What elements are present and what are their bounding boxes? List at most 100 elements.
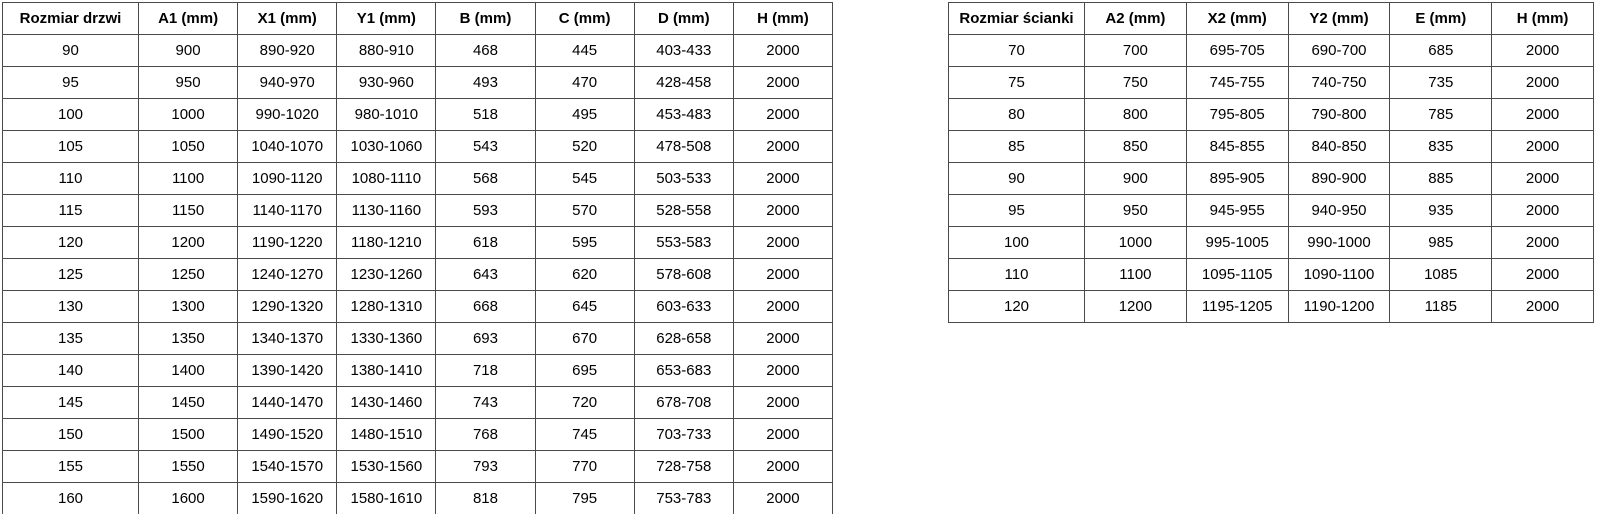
table-cell: 735	[1389, 66, 1493, 99]
table-cell: 2000	[1491, 194, 1594, 227]
table-cell: 2000	[732, 322, 834, 355]
table-cell: 743	[435, 386, 536, 419]
table-cell: 2000	[1491, 66, 1594, 99]
table-cell: 2000	[732, 98, 834, 131]
table-cell: 1240-1270	[237, 258, 338, 291]
column-header: A1 (mm)	[137, 2, 239, 35]
table-cell: 845-855	[1185, 130, 1289, 163]
table-cell: 1180-1210	[336, 226, 437, 259]
table-cell: 685	[1389, 34, 1493, 67]
table-cell: 990-1020	[237, 98, 338, 131]
table-cell: 2000	[1491, 226, 1594, 259]
table-cell: 115	[2, 194, 139, 227]
table-cell: 695-705	[1185, 34, 1289, 67]
table-cell: 950	[137, 66, 239, 99]
table-cell: 593	[435, 194, 536, 227]
table-cell: 2000	[732, 162, 834, 195]
table-row: 100 1000 990-1020 980-1010 518 495 453-483 2000	[2, 98, 834, 131]
table-cell: 1280-1310	[336, 290, 437, 323]
table-row: 155 1550 1540-1570 1530-1560 793 770 728-758 20…	[2, 450, 834, 483]
table-cell: 110	[2, 162, 139, 195]
table-cell: 1330-1360	[336, 322, 437, 355]
table-cell: 1095-1105	[1185, 258, 1289, 291]
table-cell: 543	[435, 130, 536, 163]
table-cell: 1440-1470	[237, 386, 338, 419]
table-cell: 2000	[732, 194, 834, 227]
table-cell: 1190-1220	[237, 226, 338, 259]
table-cell: 840-850	[1287, 130, 1391, 163]
table-cell: 453-483	[633, 98, 734, 131]
table-cell: 495	[534, 98, 635, 131]
table-row: 140 1400 1390-1420 1380-1410 718 695 653-683 20…	[2, 354, 834, 387]
table-cell: 890-900	[1287, 162, 1391, 195]
table-cell: 2000	[732, 386, 834, 419]
table-row: 110 1100 1095-1105 1090-1100 1085 2000	[948, 258, 1594, 291]
column-header: B (mm)	[435, 2, 536, 35]
table-cell: 753-783	[633, 482, 734, 514]
column-header: D (mm)	[633, 2, 734, 35]
table-row: 80 800 795-805 790-800 785 2000	[948, 98, 1594, 131]
table-row: 95 950 945-955 940-950 935 2000	[948, 194, 1594, 227]
table-cell: 795	[534, 482, 635, 514]
table-cell: 2000	[1491, 290, 1594, 323]
table-cell: 70	[948, 34, 1085, 67]
table-cell: 1195-1205	[1185, 290, 1289, 323]
table-cell: 570	[534, 194, 635, 227]
column-header: Rozmiar drzwi	[2, 2, 139, 35]
table-cell: 793	[435, 450, 536, 483]
table-cell: 880-910	[336, 34, 437, 67]
table-cell: 940-950	[1287, 194, 1391, 227]
table-cell: 1140-1170	[237, 194, 338, 227]
table-cell: 900	[137, 34, 239, 67]
table-cell: 85	[948, 130, 1085, 163]
column-header: Rozmiar ścianki	[948, 2, 1085, 35]
header-row: Rozmiar drzwi A1 (mm) X1 (mm) Y1 (mm) B (mm)…	[2, 2, 834, 35]
table-cell: 125	[2, 258, 139, 291]
table-cell: 1130-1160	[336, 194, 437, 227]
table-cell: 95	[948, 194, 1085, 227]
table-cell: 935	[1389, 194, 1493, 227]
table-cell: 1500	[137, 418, 239, 451]
table-cell: 403-433	[633, 34, 734, 67]
column-header: A2 (mm)	[1084, 2, 1187, 35]
table-row: 135 1350 1340-1370 1330-1360 693 670 628-658 20…	[2, 322, 834, 355]
table-cell: 2000	[732, 130, 834, 163]
column-header: H (mm)	[732, 2, 834, 35]
table-row: 100 1000 995-1005 990-1000 985 2000	[948, 226, 1594, 259]
table-cell: 800	[1084, 98, 1187, 131]
table-cell: 1290-1320	[237, 290, 338, 323]
table-cell: 1430-1460	[336, 386, 437, 419]
table-cell: 428-458	[633, 66, 734, 99]
table-cell: 1040-1070	[237, 130, 338, 163]
table-cell: 155	[2, 450, 139, 483]
table-cell: 120	[2, 226, 139, 259]
table-cell: 885	[1389, 162, 1493, 195]
table-cell: 693	[435, 322, 536, 355]
table-cell: 2000	[732, 482, 834, 514]
table-row: 125 1250 1240-1270 1230-1260 643 620 578-608 20…	[2, 258, 834, 291]
table-cell: 518	[435, 98, 536, 131]
table-cell: 140	[2, 354, 139, 387]
table-cell: 1480-1510	[336, 418, 437, 451]
column-header: X1 (mm)	[237, 2, 338, 35]
wall-size-table: Rozmiar ścianki A2 (mm) X2 (mm) Y2 (mm) E (m…	[948, 2, 1594, 323]
table-row: 120 1200 1195-1205 1190-1200 1185 2000	[948, 290, 1594, 323]
table-cell: 768	[435, 418, 536, 451]
table-cell: 503-533	[633, 162, 734, 195]
table-cell: 1300	[137, 290, 239, 323]
table-cell: 568	[435, 162, 536, 195]
table-row: 120 1200 1190-1220 1180-1210 618 595 553-583 20…	[2, 226, 834, 259]
table-cell: 940-970	[237, 66, 338, 99]
table-cell: 160	[2, 482, 139, 514]
table-cell: 528-558	[633, 194, 734, 227]
table-cell: 478-508	[633, 130, 734, 163]
table-cell: 945-955	[1185, 194, 1289, 227]
table-cell: 930-960	[336, 66, 437, 99]
table-cell: 900	[1084, 162, 1187, 195]
table-cell: 545	[534, 162, 635, 195]
table-row: 145 1450 1440-1470 1430-1460 743 720 678-708 20…	[2, 386, 834, 419]
table-cell: 670	[534, 322, 635, 355]
table-cell: 2000	[732, 34, 834, 67]
table-cell: 745	[534, 418, 635, 451]
table-cell: 470	[534, 66, 635, 99]
